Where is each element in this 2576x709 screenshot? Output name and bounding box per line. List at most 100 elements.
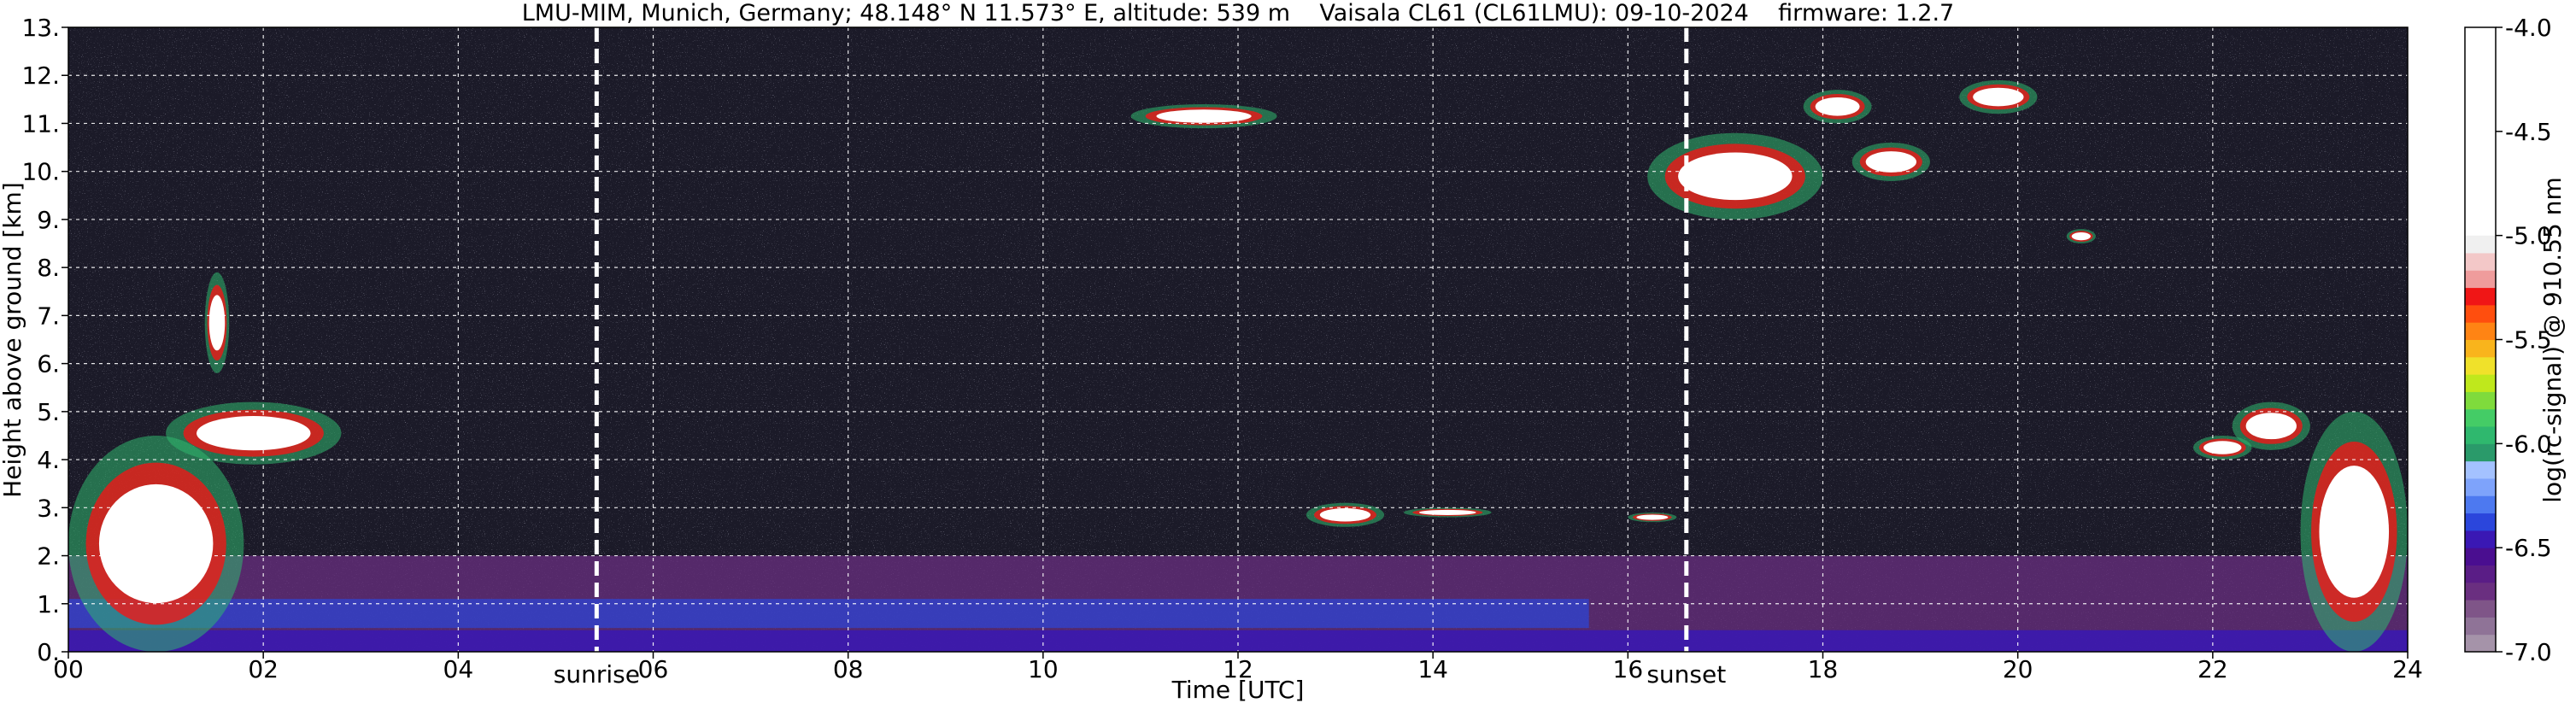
y-tick-label: 3. bbox=[37, 494, 60, 522]
colorbar-segment bbox=[2465, 600, 2496, 618]
colorbar-tick-label: -4.0 bbox=[2505, 14, 2552, 42]
colorbar-tick-label: -7.0 bbox=[2505, 638, 2552, 666]
sunrise-label: sunrise bbox=[554, 660, 640, 688]
colorbar-segment bbox=[2465, 426, 2496, 444]
cloud-feature bbox=[1959, 79, 2038, 114]
cloud-feature bbox=[1130, 103, 1277, 129]
y-tick-label: 0. bbox=[37, 638, 60, 666]
x-tick-label: 24 bbox=[2392, 655, 2423, 683]
y-axis-ticks: 0. 1. 2. 3. 4. 5. 6. 7. 8. 9. 10. 11. 12. 13. bbox=[21, 14, 68, 666]
x-tick-label: 10 bbox=[1028, 655, 1059, 683]
colorbar-segment bbox=[2465, 530, 2496, 548]
colorbar-tick-label: -6.5 bbox=[2505, 534, 2552, 562]
y-tick-label: 11. bbox=[21, 109, 60, 138]
colorbar bbox=[2464, 26, 2497, 653]
cloud-feature bbox=[2193, 435, 2252, 460]
x-tick-label: 14 bbox=[1417, 655, 1448, 683]
colorbar-tick-label: -4.5 bbox=[2505, 118, 2552, 146]
cloud-feature bbox=[1803, 90, 1872, 124]
cloud-core bbox=[1678, 152, 1793, 201]
colorbar-segment bbox=[2465, 391, 2496, 410]
cloud-feature bbox=[1628, 512, 1677, 523]
cloud-core bbox=[2245, 413, 2297, 440]
cloud-core bbox=[197, 416, 311, 451]
x-axis-label: Time [UTC] bbox=[1171, 676, 1305, 704]
colorbar-segment bbox=[2465, 374, 2496, 392]
colorbar-segment bbox=[2465, 408, 2496, 427]
cloud-core bbox=[1418, 509, 1476, 516]
y-tick-label: 12. bbox=[21, 62, 60, 90]
colorbar-segment bbox=[2465, 27, 2496, 236]
cloud-core bbox=[208, 295, 226, 351]
colorbar-segment bbox=[2465, 287, 2496, 306]
cloud-feature bbox=[1851, 142, 1930, 181]
colorbar-segment bbox=[2465, 548, 2496, 565]
y-tick-label: 6. bbox=[37, 350, 60, 378]
cloud-feature bbox=[1403, 507, 1492, 518]
cloud-core bbox=[1865, 151, 1917, 173]
colorbar-segment bbox=[2465, 322, 2496, 340]
colorbar-segment bbox=[2465, 565, 2496, 583]
cloud-core bbox=[1973, 87, 2024, 107]
chart-title: LMU-MIM, Munich, Germany; 48.148° N 11.5… bbox=[522, 0, 1955, 26]
boundary-layer-base bbox=[68, 630, 2408, 652]
colorbar-segment bbox=[2465, 252, 2496, 271]
x-tick-label: 16 bbox=[1613, 655, 1644, 683]
x-tick-label: 06 bbox=[638, 655, 669, 683]
cloud-core bbox=[1636, 514, 1669, 520]
colorbar-segment bbox=[2465, 235, 2496, 254]
cloud-core bbox=[2319, 466, 2390, 598]
plot-area: sunrise sunset bbox=[67, 26, 2409, 688]
colorbar-segment bbox=[2465, 339, 2496, 358]
x-tick-label: 20 bbox=[2003, 655, 2033, 683]
cloud-core bbox=[2071, 231, 2091, 241]
y-tick-label: 13. bbox=[21, 14, 60, 42]
colorbar-segment bbox=[2465, 582, 2496, 601]
cloud-core bbox=[1815, 97, 1860, 116]
y-tick-label: 4. bbox=[37, 446, 60, 474]
colorbar-segment bbox=[2465, 478, 2496, 496]
x-tick-label: 02 bbox=[248, 655, 279, 683]
colorbar-tick-label: -5.0 bbox=[2505, 222, 2552, 250]
colorbar-segment bbox=[2465, 460, 2496, 479]
x-tick-label: 18 bbox=[1808, 655, 1839, 683]
cloud-feature bbox=[2232, 401, 2310, 450]
colorbar-tick-label: -5.5 bbox=[2505, 326, 2552, 354]
x-tick-label: 04 bbox=[443, 655, 474, 683]
x-tick-label: 00 bbox=[53, 655, 84, 683]
cloud-feature bbox=[2066, 229, 2096, 244]
colorbar-segment bbox=[2465, 634, 2496, 653]
y-tick-label: 9. bbox=[37, 206, 60, 234]
colorbar-tick-label: -6.0 bbox=[2505, 430, 2552, 458]
y-tick-label: 10. bbox=[21, 158, 60, 186]
boundary-layer-band bbox=[68, 599, 1589, 629]
colorbar-segment bbox=[2465, 304, 2496, 323]
cloud-feature bbox=[166, 401, 342, 465]
cloud-feature bbox=[204, 272, 230, 373]
cloud-core bbox=[2203, 441, 2242, 454]
cloud-feature bbox=[68, 435, 244, 652]
cloud-feature bbox=[2300, 411, 2408, 652]
colorbar-label: log(rc-signal) @ 910.55 nm bbox=[2538, 177, 2567, 502]
x-axis-ticks: 00 02 04 06 08 10 12 14 16 18 20 22 24 bbox=[53, 652, 2423, 683]
y-tick-label: 8. bbox=[37, 254, 60, 282]
y-tick-label: 1. bbox=[37, 590, 60, 618]
y-tick-label: 5. bbox=[37, 398, 60, 426]
cloud-feature bbox=[1306, 502, 1385, 527]
backscatter-features bbox=[68, 79, 2408, 652]
cloud-core bbox=[1319, 508, 1371, 522]
cloud-feature bbox=[1647, 132, 1823, 220]
colorbar-segment bbox=[2465, 443, 2496, 462]
signal-noise bbox=[68, 27, 2408, 652]
colorbar-ticks: -4.0 -4.5 -5.0 -5.5 -6.0 -6.5 -7.0 bbox=[2496, 14, 2552, 666]
cloud-core bbox=[98, 483, 214, 604]
colorbar-segment bbox=[2465, 513, 2496, 531]
sun-events: sunrise sunset bbox=[554, 27, 1726, 688]
colorbar-segment bbox=[2465, 270, 2496, 289]
colorbar-segment bbox=[2465, 356, 2496, 375]
sunset-label: sunset bbox=[1646, 660, 1726, 688]
grid-lines bbox=[68, 27, 2408, 652]
colorbar-segment bbox=[2465, 495, 2496, 514]
y-tick-label: 7. bbox=[37, 302, 60, 330]
